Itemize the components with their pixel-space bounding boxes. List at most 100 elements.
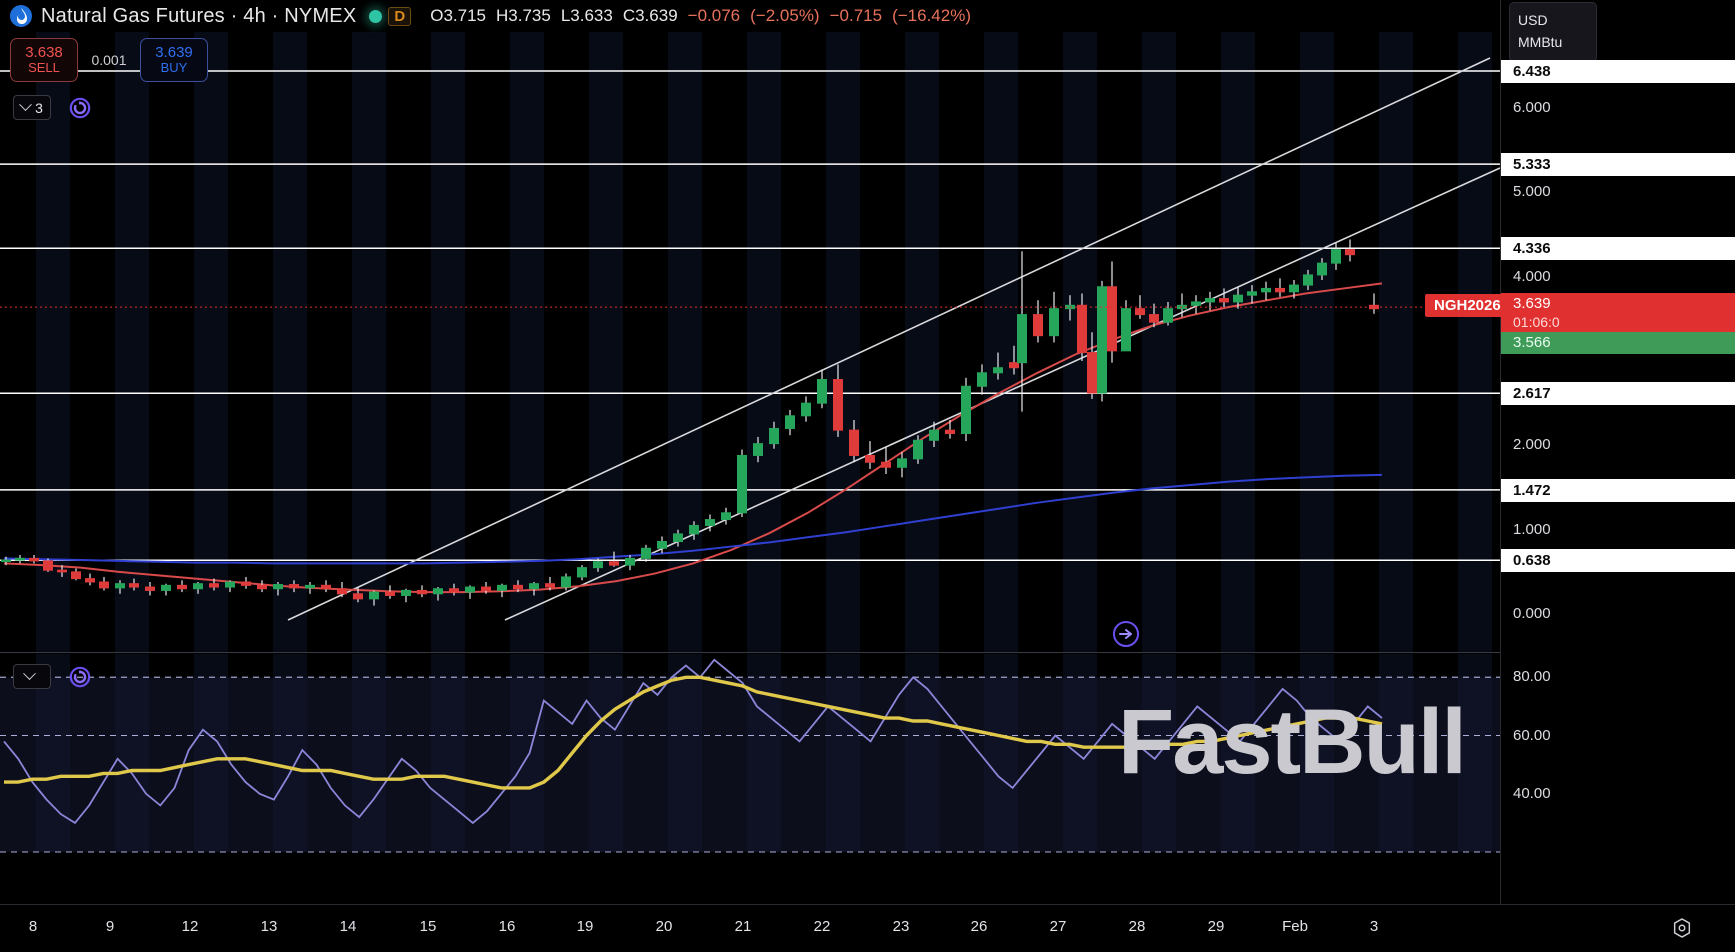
candle-body xyxy=(1369,304,1379,310)
sub-panel-collapse-button[interactable] xyxy=(13,664,51,689)
unit-label: MMBtu xyxy=(1518,34,1563,50)
candle-body xyxy=(449,588,459,593)
symbol-price-tag[interactable]: NGH2026 xyxy=(1425,294,1510,318)
trade-widget: 3.638 SELL 0.001 3.639 BUY xyxy=(10,38,208,82)
refresh-icon[interactable] xyxy=(69,97,91,119)
candle-body xyxy=(43,560,53,571)
buy-price: 3.639 xyxy=(155,44,193,62)
ma-line xyxy=(3,473,1383,565)
time-tick: 9 xyxy=(105,918,115,935)
time-tick: 13 xyxy=(260,918,278,935)
spread-value: 0.001 xyxy=(91,52,127,68)
symbol-title[interactable]: Natural Gas Futures · 4h · NYMEX xyxy=(41,4,357,27)
time-axis[interactable]: 8 9 12 13 14 15 16 19 20 21 22 23 26 27 28 29 Feb 3 xyxy=(0,904,1735,952)
time-tick: 29 xyxy=(1207,918,1225,935)
candle-body xyxy=(257,584,267,590)
stoch-tick: 60.00 xyxy=(1513,726,1551,744)
session-badge[interactable]: D xyxy=(388,6,412,26)
price-tick: 5.000 xyxy=(1513,183,1551,201)
sub-panel-toolbar xyxy=(13,664,91,689)
candle-body xyxy=(273,584,283,590)
candle-body xyxy=(1163,308,1173,323)
candle-body xyxy=(417,589,427,595)
buy-button[interactable]: 3.639 BUY xyxy=(140,38,208,82)
candle-body xyxy=(1087,352,1097,394)
candle-body xyxy=(529,583,539,590)
stoch-tick: 40.00 xyxy=(1513,784,1551,802)
time-tick: 16 xyxy=(498,918,516,935)
candle-body xyxy=(1097,286,1107,394)
candle-body xyxy=(865,454,875,463)
ohlc-close: C3.639 xyxy=(622,6,678,25)
candle-body xyxy=(609,561,619,566)
price-tick: 1.000 xyxy=(1513,520,1551,538)
candle-body xyxy=(1205,298,1215,303)
candle-body xyxy=(465,586,475,593)
ma-line xyxy=(3,282,1383,594)
time-tick: 20 xyxy=(655,918,673,935)
candle-body xyxy=(737,454,747,514)
chevron-down-icon xyxy=(23,667,36,681)
time-tick: 12 xyxy=(181,918,199,935)
candle-body xyxy=(1017,314,1027,364)
candle-body xyxy=(129,583,139,588)
price-tick-highlighted: 6.438 xyxy=(1501,59,1735,83)
candle-body xyxy=(481,586,491,591)
candle-body xyxy=(1049,308,1059,337)
flame-icon xyxy=(10,5,32,27)
header-badges: D xyxy=(369,6,412,26)
candle-body xyxy=(913,439,923,460)
ohlc-high: H3.735 xyxy=(496,6,551,25)
price-chart-plot[interactable] xyxy=(0,32,1501,652)
ohlc-open: O3.715 xyxy=(430,6,486,25)
ohlc-readout: O3.715 H3.735 L3.633 C3.639 −0.076 (−2.0… xyxy=(430,6,971,26)
time-tick: 26 xyxy=(970,918,988,935)
candle-body xyxy=(689,524,699,535)
candle-body xyxy=(641,547,651,559)
time-tick: 15 xyxy=(419,918,437,935)
candle-body xyxy=(577,567,587,578)
candle-body xyxy=(753,443,763,456)
price-tick: 0.000 xyxy=(1513,605,1551,623)
candle-body xyxy=(977,372,987,387)
candle-body xyxy=(369,591,379,600)
candle-body xyxy=(1219,298,1229,303)
chevron-down-icon xyxy=(19,98,32,112)
candle-body xyxy=(817,379,827,404)
goto-realtime-icon[interactable] xyxy=(1112,620,1140,648)
sell-label: SELL xyxy=(28,60,60,76)
session-stripes xyxy=(0,32,1500,652)
candle-body xyxy=(593,561,603,569)
candle-body xyxy=(849,429,859,456)
candle-body xyxy=(241,581,251,586)
candle-body xyxy=(1345,249,1355,256)
candle-body xyxy=(497,584,507,591)
sell-button[interactable]: 3.638 SELL xyxy=(10,38,78,82)
ohlc-change-abs-2: −0.715 xyxy=(829,6,883,25)
stoch-line-%D xyxy=(4,675,1383,790)
candle-body xyxy=(1,559,11,563)
price-tick-highlighted: 4.336 xyxy=(1501,237,1735,261)
price-tick-highlighted: 1.472 xyxy=(1501,478,1735,502)
time-tick: 3 xyxy=(1369,918,1379,935)
currency-unit-box: USD MMBtu xyxy=(1509,2,1597,62)
stochastic-plot[interactable] xyxy=(0,654,1500,853)
last-price-box[interactable]: 3.639 01:06:0 xyxy=(1501,293,1735,335)
time-tick: 8 xyxy=(28,918,38,935)
candle-body xyxy=(785,415,795,429)
price-tick: 6.000 xyxy=(1513,98,1551,116)
gear-icon[interactable] xyxy=(1671,917,1693,939)
candle-body xyxy=(1289,284,1299,293)
candle-body xyxy=(305,584,315,589)
bar-countdown: 01:06:0 xyxy=(1513,314,1560,331)
candle-body xyxy=(289,584,299,589)
panel-divider xyxy=(0,652,1500,653)
last-price: 3.639 xyxy=(1513,295,1551,313)
candle-body xyxy=(321,584,331,590)
price-axis[interactable]: USD MMBtu 6.438 5.333 4.336 2.617 1.472 0.638… xyxy=(1500,0,1735,952)
ohlc-change-abs: −0.076 xyxy=(687,6,741,25)
bid-price-box[interactable]: 3.566 xyxy=(1501,332,1735,355)
main-panel-collapse-button[interactable]: 3 xyxy=(13,95,51,120)
refresh-icon[interactable] xyxy=(69,666,91,688)
